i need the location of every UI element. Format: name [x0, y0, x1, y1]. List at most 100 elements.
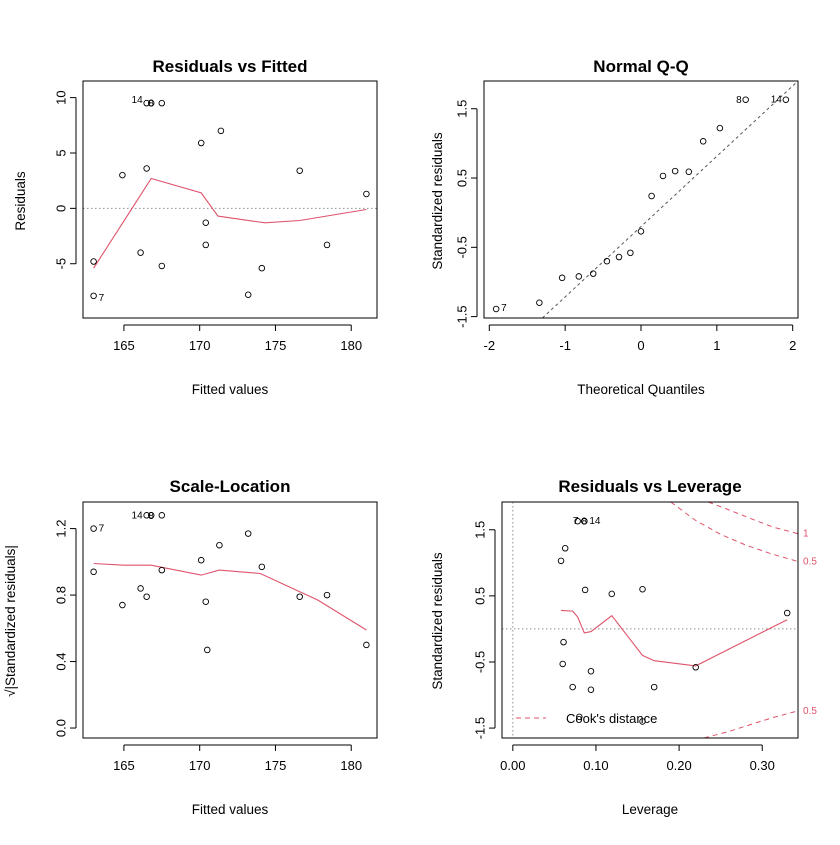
smooth-line [560, 609, 788, 667]
data-point [536, 299, 543, 307]
plot-title: Residuals vs Leverage [558, 477, 741, 496]
x-tick-label: 175 [265, 758, 287, 773]
data-point [137, 249, 144, 256]
point-label: 14 [132, 510, 144, 521]
panel-rvf: Residuals vs Fitted Fitted values Residual… [13, 57, 378, 397]
y-tick-label: 0 [54, 205, 69, 212]
data-point [576, 713, 583, 721]
panel-rvl: Residuals vs Leverage Leverage Standardize… [430, 477, 817, 817]
data-point [258, 563, 266, 571]
data-point [558, 274, 566, 282]
data-point [197, 139, 205, 147]
x-axis-label: Leverage [622, 802, 678, 817]
plot-title: Scale-Location [170, 477, 291, 496]
x-tick-label: 180 [340, 758, 362, 773]
data-point [158, 566, 166, 574]
point-label: 8 [582, 517, 588, 528]
x-tick-label: -2 [484, 338, 496, 353]
data-point [650, 683, 658, 691]
data-point [692, 664, 699, 671]
smooth-line [93, 177, 367, 269]
point-label: 14 [771, 95, 783, 106]
point-label: 8 [148, 99, 154, 110]
data-point [603, 257, 611, 265]
point-label: 8 [736, 95, 742, 106]
plot-title: Normal Q-Q [593, 57, 688, 76]
data-point [217, 127, 225, 135]
y-axis-label: Residuals [13, 171, 28, 231]
x-tick-label: 175 [265, 338, 287, 353]
data-point [119, 601, 126, 609]
y-tick-label: 5 [54, 149, 69, 156]
plot-frame [82, 501, 378, 739]
data-point [559, 660, 566, 668]
data-point [608, 590, 616, 598]
data-point [639, 586, 646, 593]
data-point [216, 541, 223, 549]
data-point [143, 99, 150, 107]
point-label: 14 [132, 95, 144, 106]
data-point [560, 638, 567, 646]
y-axis-label: Standardized residuals [430, 132, 445, 270]
y-tick-label: 0.5 [473, 587, 488, 605]
y-tick-label: 0.5 [455, 169, 470, 187]
x-tick-label: 0.30 [750, 758, 775, 773]
y-tick-label: 0.4 [54, 653, 69, 671]
data-point [581, 586, 589, 594]
point-label: 7 [99, 524, 105, 535]
data-point [244, 291, 252, 298]
data-point [158, 262, 166, 270]
x-axis-label: Fitted values [192, 382, 269, 397]
data-point [671, 167, 679, 175]
y-tick-label: 0.8 [54, 586, 69, 604]
x-tick-label: 180 [340, 338, 362, 353]
data-point [569, 683, 576, 691]
data-point [587, 667, 595, 675]
x-tick-label: -1 [559, 338, 571, 353]
data-point [202, 241, 210, 249]
y-tick-label: 10 [54, 90, 69, 104]
data-point [204, 646, 211, 654]
data-point [137, 585, 144, 592]
plot-frame [501, 501, 799, 739]
x-tick-label: 2 [789, 338, 796, 353]
cooks-distance-level-label: 0.5 [803, 706, 817, 717]
cooks-distance-curve [703, 710, 798, 738]
data-point [143, 512, 150, 519]
data-point [363, 190, 370, 198]
panel-sl: Scale-Location Fitted values √|Standardize… [3, 477, 378, 817]
data-point [258, 264, 266, 272]
data-point [323, 591, 331, 599]
point-label: 7 [501, 303, 507, 314]
y-tick-label: 0.0 [54, 719, 69, 737]
data-point [699, 138, 707, 145]
data-point [296, 167, 303, 174]
qq-reference-line [542, 81, 798, 318]
data-point [158, 99, 166, 107]
data-point [627, 249, 634, 257]
y-tick-label: -1.5 [473, 717, 488, 739]
smooth-line [93, 562, 367, 631]
data-point [574, 517, 581, 525]
data-point [143, 593, 150, 600]
data-point [296, 593, 303, 600]
y-tick-label: -0.5 [473, 651, 488, 673]
y-tick-label: 1.5 [455, 100, 470, 118]
x-axis-label: Fitted values [192, 802, 269, 817]
data-point [659, 172, 667, 180]
data-point [90, 292, 97, 300]
data-point [90, 525, 97, 532]
cooks-distance-level-label: 0.5 [803, 556, 817, 567]
legend-cooks-label: Cook's distance [566, 711, 657, 726]
y-tick-label: 1.2 [54, 520, 69, 538]
data-point [782, 96, 790, 103]
data-point [615, 253, 623, 261]
data-point [90, 568, 97, 576]
cooks-distance-curve [708, 502, 798, 535]
y-tick-label: 1.5 [473, 521, 488, 539]
cooks-distance-level-label: 1 [803, 529, 809, 540]
data-point [783, 609, 791, 617]
y-tick-label: -5 [54, 258, 69, 270]
x-tick-label: 0 [637, 338, 644, 353]
